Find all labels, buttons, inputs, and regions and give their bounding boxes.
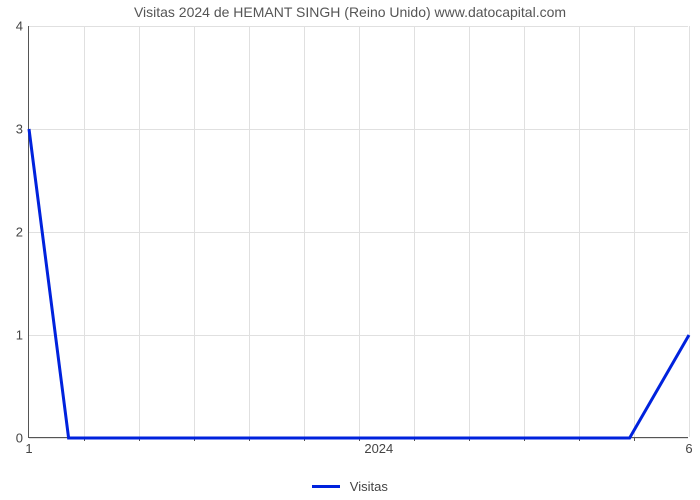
plot-area: 01234162024: [28, 26, 688, 438]
grid-line-v: [689, 26, 690, 437]
legend-swatch: [312, 485, 340, 488]
chart-title: Visitas 2024 de HEMANT SINGH (Reino Unid…: [0, 4, 700, 20]
y-tick-label: 1: [16, 328, 29, 343]
x-center-label: 2024: [364, 437, 393, 456]
chart-container: Visitas 2024 de HEMANT SINGH (Reino Unid…: [0, 0, 700, 500]
x-tick-label: 1: [25, 437, 32, 456]
x-tick-label: 6: [685, 437, 692, 456]
y-tick-label: 3: [16, 122, 29, 137]
series-line: [29, 26, 689, 438]
legend: Visitas: [0, 478, 700, 494]
legend-label: Visitas: [350, 479, 388, 494]
y-tick-label: 2: [16, 225, 29, 240]
y-tick-label: 4: [16, 19, 29, 34]
